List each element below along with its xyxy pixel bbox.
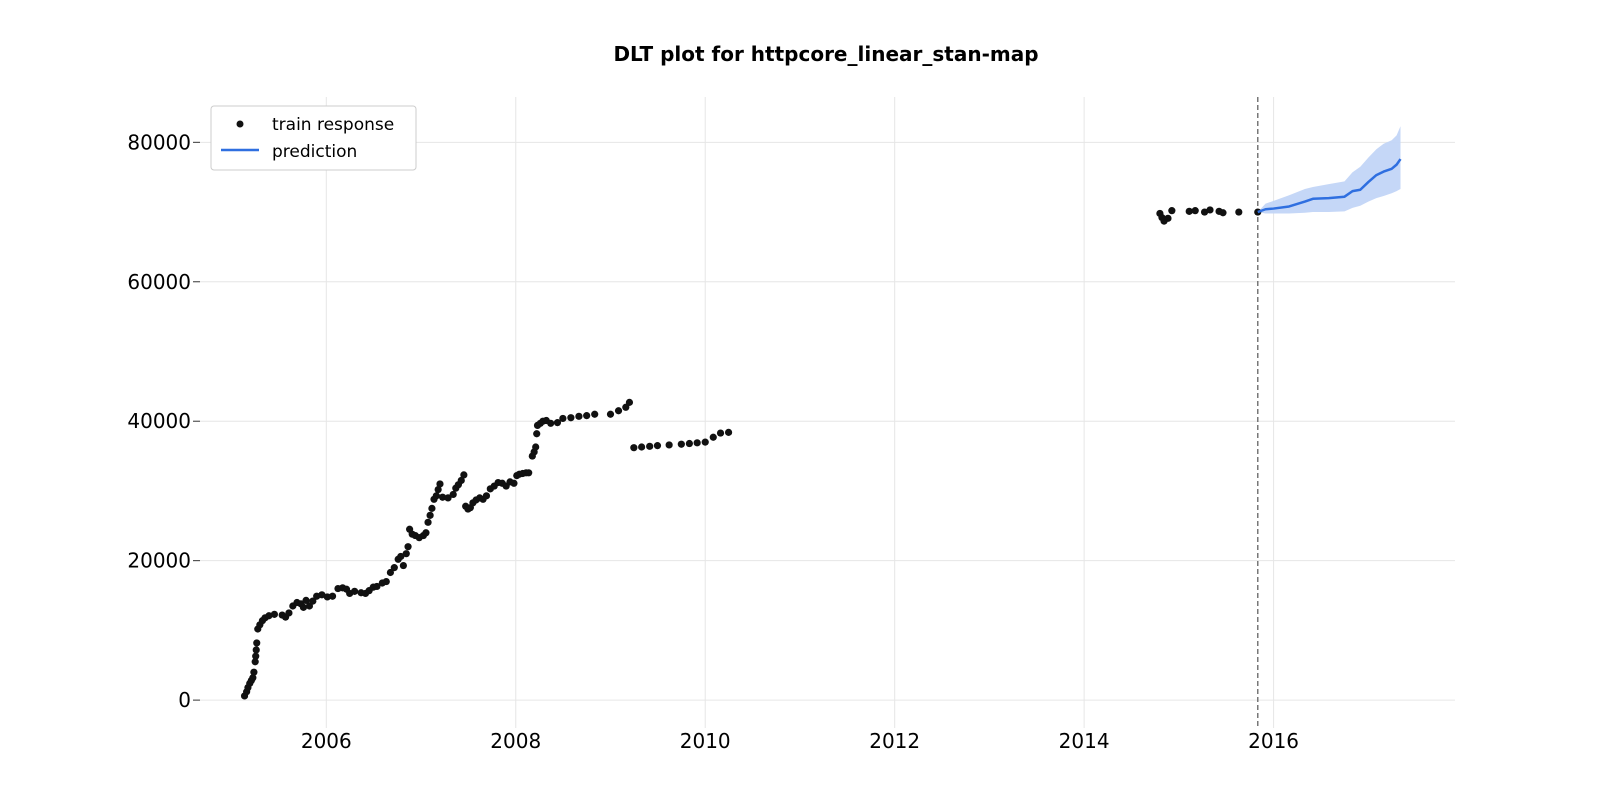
train-point-40 (373, 582, 381, 591)
train-point-114 (677, 440, 685, 448)
train-point-127 (1191, 207, 1199, 215)
train-point-129 (1206, 206, 1214, 214)
train-point-9 (252, 646, 260, 654)
train-point-98 (547, 419, 555, 427)
train-point-26 (309, 597, 317, 605)
train-point-64 (444, 494, 452, 502)
train-point-57 (426, 511, 434, 519)
train-point-89 (525, 469, 533, 477)
train-point-8 (252, 652, 260, 660)
legend-label-train-response: train response (272, 115, 394, 135)
train-point-7 (251, 658, 259, 666)
train-point-113 (665, 441, 673, 449)
train-point-108 (625, 398, 634, 406)
train-point-61 (434, 485, 442, 494)
train-point-62 (436, 480, 444, 488)
train-point-30 (328, 592, 337, 600)
x-tick-label-2014: 2014 (1059, 729, 1110, 753)
train-point-77 (482, 492, 491, 500)
prediction-line (1257, 158, 1402, 214)
train-point-23 (299, 603, 308, 611)
grid (200, 97, 1455, 728)
train-point-92 (532, 443, 540, 451)
train-point-126 (1185, 207, 1193, 215)
train-point-60 (432, 492, 440, 500)
x-tick-label-2012: 2012 (869, 729, 920, 753)
train-point-116 (693, 439, 701, 447)
train-point-28 (318, 591, 326, 599)
train-point-68 (457, 476, 465, 485)
y-tick-label-80000: 80000 (127, 130, 191, 154)
y-tick-label-20000: 20000 (127, 549, 191, 573)
train-point-65 (449, 490, 457, 499)
train-point-46 (397, 552, 405, 561)
train-point-99 (553, 419, 562, 427)
legend-label-prediction: prediction (272, 142, 357, 162)
train-point-43 (386, 568, 395, 577)
train-point-16 (270, 610, 278, 618)
train-point-110 (638, 443, 646, 451)
train-point-106 (614, 407, 623, 415)
train-point-100 (559, 414, 567, 423)
x-tick-label-2008: 2008 (490, 729, 541, 753)
train-points-layer (240, 206, 1262, 700)
train-point-128 (1200, 208, 1209, 216)
train-point-63 (438, 493, 447, 501)
train-point-84 (510, 479, 518, 487)
train-point-131 (1219, 209, 1227, 217)
train-point-42 (382, 577, 390, 586)
train-point-44 (390, 564, 398, 572)
x-tick-label-2006: 2006 (301, 729, 352, 753)
train-point-118 (709, 433, 717, 441)
train-point-125 (1168, 207, 1176, 215)
train-point-49 (404, 543, 412, 551)
legend: train response prediction (210, 105, 417, 171)
train-point-119 (716, 429, 725, 437)
train-point-6 (250, 668, 258, 676)
y-tick-label-60000: 60000 (127, 270, 191, 294)
y-tick-label-0: 0 (178, 688, 191, 712)
train-point-102 (575, 412, 583, 420)
train-point-5 (249, 674, 257, 682)
legend-box (210, 105, 417, 171)
x-tick-label-2010: 2010 (680, 729, 731, 753)
train-point-15 (265, 612, 273, 620)
train-point-117 (701, 438, 709, 446)
train-point-93 (533, 430, 541, 438)
x-tick-label-2016: 2016 (1248, 729, 1299, 753)
train-point-112 (653, 442, 662, 450)
train-point-109 (630, 444, 638, 452)
train-point-58 (428, 504, 436, 512)
train-point-111 (646, 442, 654, 450)
train-point-115 (685, 439, 693, 448)
train-point-104 (591, 410, 599, 418)
train-point-103 (583, 412, 591, 420)
train-point-69 (460, 471, 468, 479)
train-point-132 (1235, 208, 1243, 216)
legend-marker-train-response (236, 120, 244, 128)
prediction-band-layer (1257, 126, 1401, 214)
axis-ticks: 2006 2008 2010 2012 2014 2016 0 20000 40000 60000… (127, 130, 1299, 753)
y-tick-label-40000: 40000 (127, 409, 191, 433)
train-point-56 (424, 518, 432, 526)
train-point-120 (724, 428, 733, 436)
train-point-35 (350, 587, 359, 595)
train-point-47 (399, 561, 407, 570)
prediction-line-layer (1257, 158, 1402, 214)
train-point-105 (606, 410, 615, 418)
train-point-48 (402, 550, 410, 558)
train-point-24 (302, 596, 310, 605)
train-point-10 (253, 639, 261, 647)
train-point-124 (1164, 214, 1172, 222)
prediction-band (1257, 126, 1401, 214)
train-point-101 (567, 414, 575, 422)
train-point-19 (285, 609, 293, 617)
train-point-55 (422, 529, 430, 537)
chart-title: DLT plot for httpcore_linear_stan-map (613, 42, 1038, 66)
